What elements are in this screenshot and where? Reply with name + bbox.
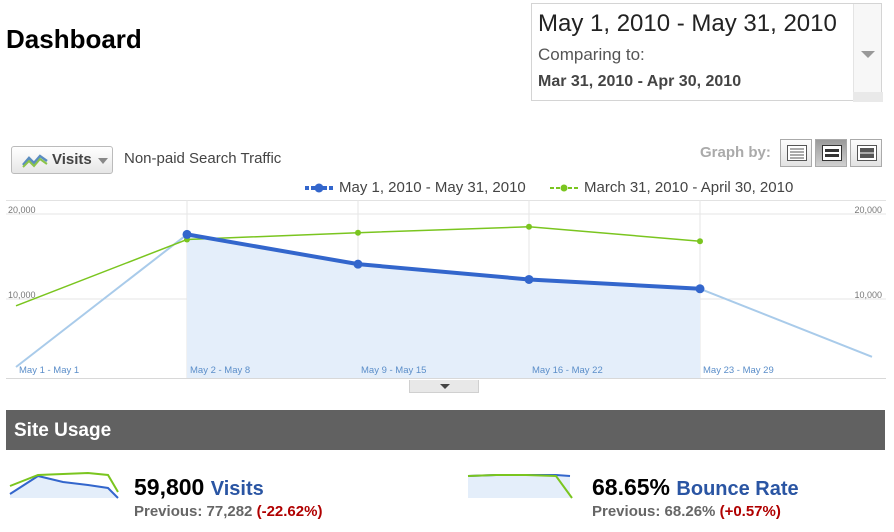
day-view-icon (787, 145, 807, 161)
x-tick-label: May 9 - May 15 (361, 365, 426, 376)
bounce-rate-link[interactable]: Bounce Rate (676, 478, 799, 500)
series-previous-point (697, 238, 703, 245)
legend-item-current: May 1, 2010 - May 31, 2010 (305, 179, 526, 196)
visits-previous-label: Previous: 77,282 (134, 503, 253, 520)
line-chart-icon (22, 154, 48, 168)
legend-swatch-current (305, 183, 333, 193)
date-range-dropdown-button[interactable] (853, 4, 881, 100)
chart-area-fill (187, 234, 700, 378)
bounce-rate-sparkline[interactable] (466, 470, 578, 500)
date-range-previous: Mar 31, 2010 - Apr 30, 2010 (538, 73, 742, 90)
bounce-rate-change: (+0.57%) (719, 503, 781, 520)
x-tick-label: May 16 - May 22 (532, 365, 603, 376)
bounce-rate-value: 68.65% (592, 474, 671, 500)
chevron-down-icon (440, 384, 450, 389)
series-current-trail (699, 287, 873, 358)
metric-selector[interactable]: Visits (11, 146, 113, 174)
legend-label-current: May 1, 2010 - May 31, 2010 (339, 179, 526, 196)
series-current-point (353, 259, 363, 269)
comparing-label: Comparing to: (538, 45, 645, 64)
graph-by-month-button[interactable] (850, 139, 882, 167)
visits-previous: Previous: 77,282 (-22.62%) (134, 503, 322, 520)
graph-by-week-button[interactable] (815, 139, 847, 167)
y-tick-label: 20,000 (8, 205, 36, 215)
visits-change: (-22.62%) (256, 503, 323, 520)
visits-line-chart: 20,000 20,000 10,000 10,000 May 1 - May 1 May… (6, 200, 886, 379)
visits-link[interactable]: Visits (210, 478, 264, 500)
series-current-point (524, 274, 534, 284)
y-tick-label: 20,000 (854, 205, 882, 215)
chart-collapse-handle[interactable] (409, 380, 479, 393)
site-usage-header: Site Usage (6, 410, 885, 450)
y-tick-label: 10,000 (8, 290, 36, 300)
metric-label: Visits (52, 151, 92, 168)
series-previous-point (355, 229, 361, 236)
sparkline-current (9, 474, 119, 499)
bounce-rate-metric: 68.65% Bounce Rate (592, 474, 799, 501)
y-tick-label: 10,000 (854, 290, 882, 300)
sparkline-area (10, 476, 118, 498)
bounce-rate-previous: Previous: 68.26% (+0.57%) (592, 503, 781, 520)
date-range-current: May 1, 2010 - May 31, 2010 (538, 10, 837, 37)
month-view-icon (857, 145, 877, 161)
chevron-down-icon (861, 51, 875, 58)
x-tick-label: May 1 - May 1 (19, 365, 79, 376)
visits-value: 59,800 (134, 474, 205, 500)
legend-label-previous: March 31, 2010 - April 30, 2010 (584, 179, 794, 196)
chevron-down-icon (98, 158, 108, 164)
sparkline-area (468, 476, 570, 498)
sparkline-previous (467, 474, 573, 499)
legend-item-previous: March 31, 2010 - April 30, 2010 (550, 179, 793, 196)
series-current-point (695, 284, 705, 294)
bounce-rate-previous-label: Previous: 68.26% (592, 503, 716, 520)
visits-metric: 59,800 Visits (134, 474, 264, 501)
graph-by-day-button[interactable] (780, 139, 812, 167)
series-current-line (186, 232, 701, 291)
x-tick-label: May 23 - May 29 (703, 365, 774, 376)
series-current-point (182, 229, 192, 239)
date-range-picker[interactable]: May 1, 2010 - May 31, 2010 Comparing to:… (531, 3, 882, 101)
legend-swatch-previous (550, 184, 578, 192)
visits-sparkline[interactable] (8, 470, 120, 500)
series-current-lead (15, 233, 188, 368)
page-title: Dashboard (6, 24, 142, 54)
sparkline-previous (9, 471, 119, 493)
graph-by-label: Graph by: (700, 144, 771, 161)
x-tick-label: May 2 - May 8 (190, 365, 250, 376)
series-previous-point (526, 223, 532, 230)
week-view-icon (822, 145, 842, 161)
segment-label: Non-paid Search Traffic (124, 150, 282, 167)
site-usage-title: Site Usage (14, 420, 112, 441)
date-box-shadow (853, 92, 883, 102)
